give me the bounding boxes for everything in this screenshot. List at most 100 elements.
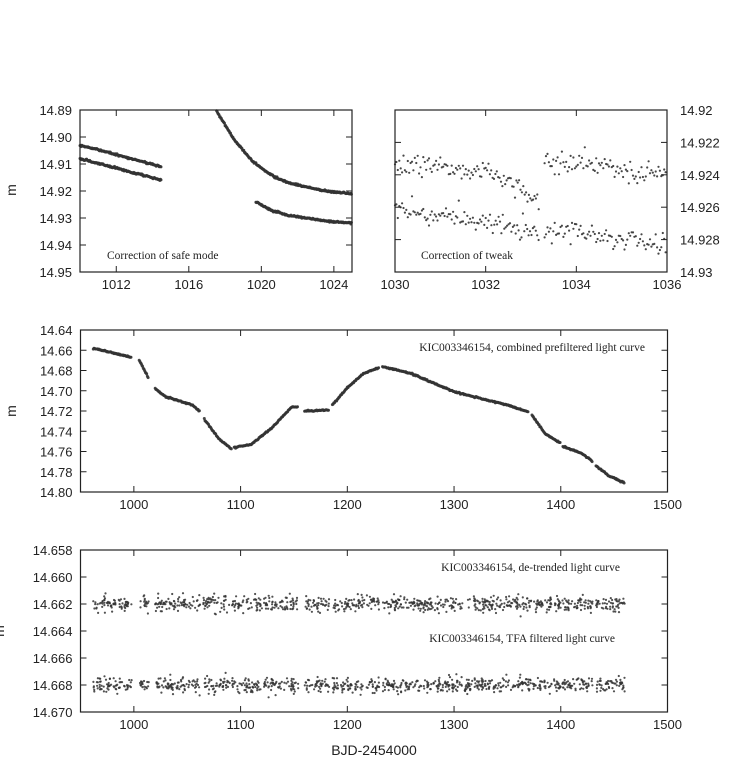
data-point (403, 596, 406, 599)
data-point (413, 601, 416, 605)
data-point (595, 683, 599, 687)
data-point (540, 605, 543, 608)
data-point (533, 194, 536, 198)
data-point (165, 607, 168, 611)
data-point (236, 685, 239, 688)
data-point (501, 213, 504, 216)
data-point (443, 214, 446, 218)
data-point (563, 165, 566, 168)
data-point (320, 600, 323, 603)
data-point (242, 612, 245, 615)
data-point (536, 676, 540, 680)
data-point (452, 210, 455, 213)
data-point (478, 601, 481, 604)
data-point (537, 603, 540, 606)
data-point (475, 684, 478, 687)
data-point (218, 685, 221, 688)
data-point (521, 212, 525, 215)
data-point (575, 165, 578, 168)
data-point (433, 213, 436, 216)
data-point (610, 235, 613, 238)
data-point (414, 683, 417, 686)
data-point (159, 178, 163, 182)
data-point (92, 600, 95, 603)
data-point (483, 682, 487, 686)
data-point (405, 170, 408, 173)
data-point (521, 683, 524, 686)
data-point (341, 605, 344, 608)
annotation-tweak: Correction of tweak (421, 250, 513, 262)
data-point (306, 684, 309, 687)
data-point (264, 678, 267, 681)
data-point (98, 602, 101, 605)
data-point (213, 693, 216, 697)
data-point (94, 601, 97, 604)
data-point (595, 604, 598, 607)
data-point (579, 688, 582, 691)
data-point (451, 686, 454, 690)
data-point (495, 170, 498, 173)
data-point (536, 686, 539, 690)
data-point (157, 592, 160, 595)
data-point (258, 609, 261, 612)
data-point (243, 679, 246, 682)
data-point (103, 601, 106, 604)
data-point (235, 595, 238, 598)
data-point (271, 595, 274, 598)
data-point (99, 688, 102, 691)
data-point (349, 608, 352, 611)
data-point (614, 610, 617, 613)
data-point (451, 690, 454, 693)
data-point (590, 601, 593, 604)
data-point (452, 683, 455, 686)
data-point (490, 607, 494, 611)
data-point (518, 676, 522, 679)
data-point (205, 685, 208, 688)
data-point (145, 605, 148, 608)
data-point (183, 600, 186, 604)
data-point (439, 604, 443, 607)
data-point (600, 161, 603, 164)
data-point (448, 688, 451, 691)
data-point (318, 685, 321, 689)
data-point (292, 605, 295, 608)
data-point (446, 690, 449, 693)
data-point (422, 611, 425, 614)
data-point (470, 171, 473, 174)
data-point (412, 686, 415, 689)
data-point (305, 600, 308, 603)
data-point (496, 687, 499, 690)
data-point (430, 607, 433, 610)
data-point (293, 682, 296, 685)
data-point (371, 683, 374, 686)
data-point (559, 162, 562, 165)
data-point (158, 605, 161, 608)
data-point (566, 224, 569, 228)
data-point (310, 610, 313, 613)
data-point (316, 675, 319, 679)
data-point (139, 606, 142, 609)
data-point (336, 604, 340, 607)
data-point (489, 596, 493, 599)
data-point (268, 600, 271, 603)
data-point (622, 597, 625, 600)
data-point (263, 601, 266, 605)
data-point (522, 185, 525, 188)
data-point (555, 594, 559, 598)
data-point (591, 684, 594, 687)
data-point (603, 158, 606, 161)
data-point (359, 604, 363, 607)
data-point (536, 600, 539, 603)
data-point (182, 691, 185, 694)
y-tick-label: 14.670 (33, 705, 73, 720)
data-point (467, 221, 470, 224)
data-point (430, 170, 433, 173)
data-point (664, 171, 667, 174)
data-point (609, 159, 612, 162)
data-point (502, 174, 505, 177)
data-point (164, 685, 167, 688)
data-point (565, 608, 568, 611)
data-point (223, 608, 226, 611)
data-point (214, 690, 217, 693)
data-point (449, 172, 452, 175)
